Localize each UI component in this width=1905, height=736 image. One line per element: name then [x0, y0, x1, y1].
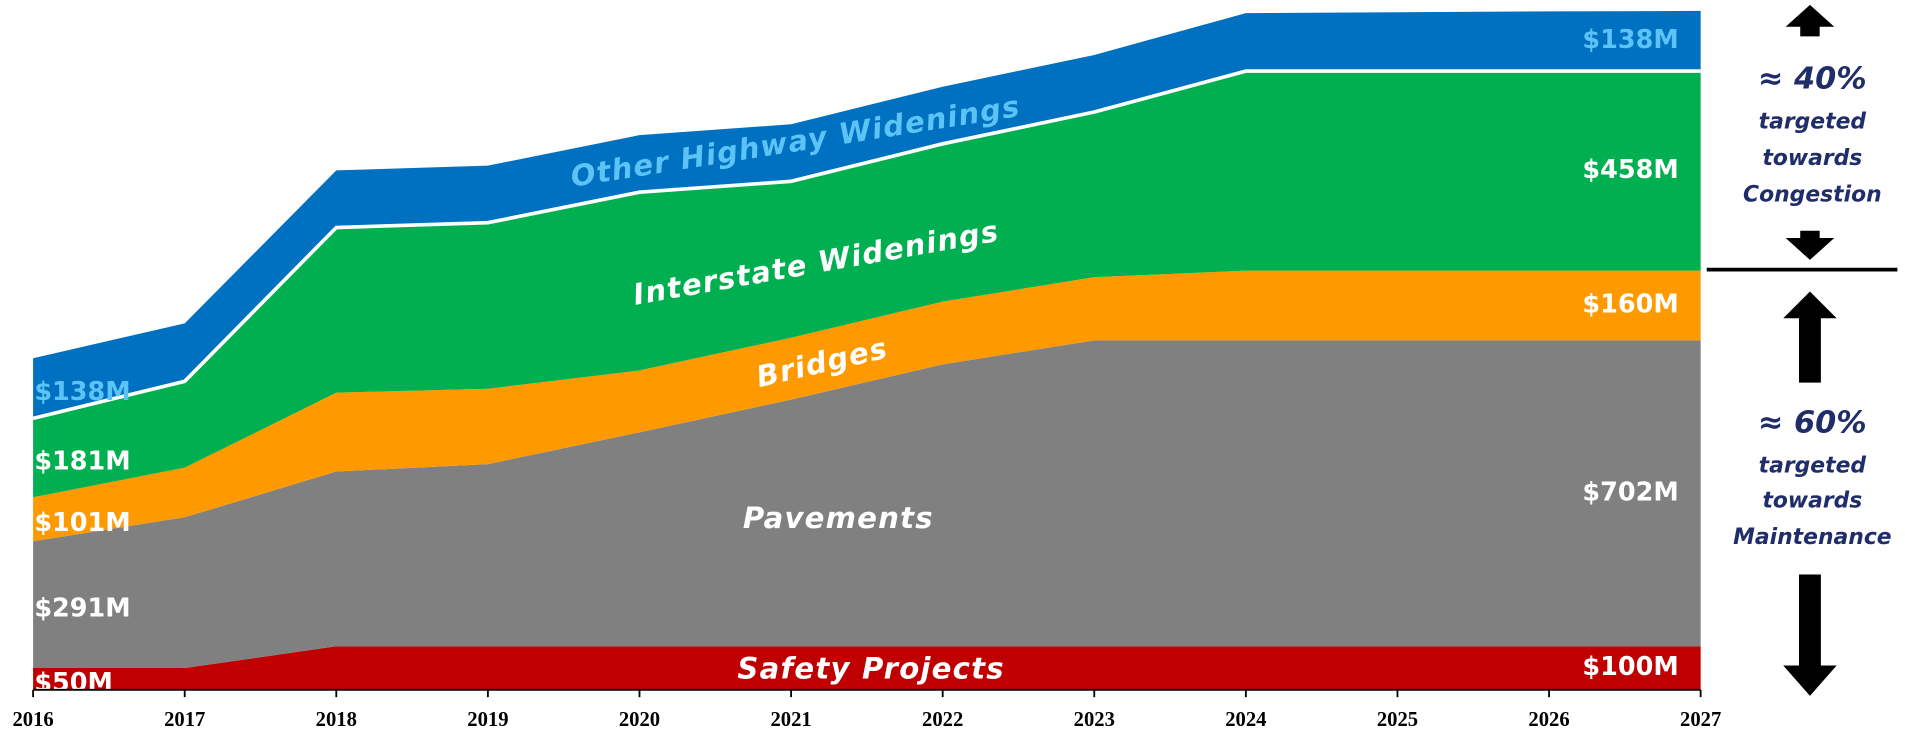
data-label: $181M — [34, 447, 130, 477]
arrow-up — [1783, 291, 1837, 383]
right-panel: ≈ 40% targeted towards Congestion ≈ 60% … — [1706, 4, 1898, 696]
annotation: targeted — [1759, 110, 1867, 135]
x-tick-label: 2023 — [1074, 709, 1115, 731]
x-tick-label: 2026 — [1528, 709, 1569, 731]
data-label: $50M — [34, 668, 113, 698]
x-tick-label: 2021 — [770, 709, 811, 731]
x-tick-label: 2024 — [1225, 709, 1266, 731]
annotation: ≈ 40% — [1758, 62, 1867, 97]
x-tick-label: 2016 — [12, 709, 53, 731]
data-label: $458M — [1582, 155, 1678, 185]
annotation: ≈ 60% — [1758, 405, 1867, 440]
area — [33, 270, 1701, 542]
x-tick-label: 2020 — [619, 709, 660, 731]
annotation: targeted — [1759, 453, 1867, 478]
data-label: $101M — [34, 508, 130, 538]
data-label: $702M — [1582, 477, 1678, 507]
x-tick-label: 2019 — [467, 709, 508, 731]
annotation: towards — [1762, 489, 1862, 514]
x-tick-label: 2018 — [316, 709, 357, 731]
arrow-down — [1785, 230, 1835, 260]
annotation: towards — [1762, 146, 1862, 171]
data-label: $100M — [1582, 652, 1678, 682]
x-tick-label: 2027 — [1680, 709, 1721, 731]
series-label: Pavements — [743, 501, 934, 535]
area — [33, 71, 1701, 498]
x-tick-label: 2017 — [164, 709, 205, 731]
separator-line — [32, 69, 1701, 421]
arrow-up — [1785, 4, 1835, 37]
arrow-down — [1783, 574, 1837, 696]
area — [33, 646, 1701, 690]
annotation: Congestion — [1743, 183, 1882, 208]
data-label: $160M — [1582, 290, 1678, 320]
data-label: $138M — [34, 377, 130, 407]
area — [33, 340, 1701, 669]
data-label: $138M — [1582, 25, 1678, 55]
series-label: Safety Projects — [737, 651, 1004, 685]
data-label: $291M — [34, 594, 130, 624]
x-tick-label: 2022 — [922, 709, 963, 731]
annotation: Maintenance — [1733, 525, 1892, 550]
area — [33, 10, 1701, 419]
x-tick-label: 2025 — [1377, 709, 1418, 731]
